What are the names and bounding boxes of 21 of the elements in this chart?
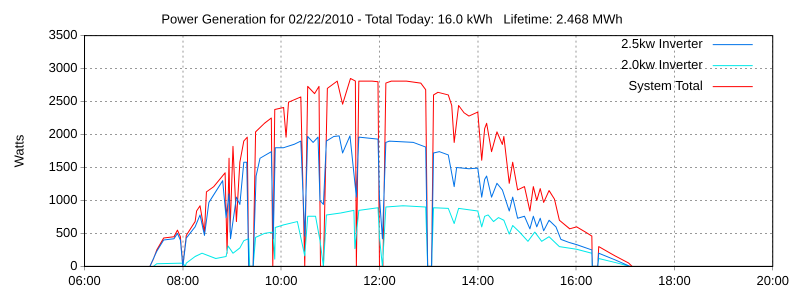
y-axis-title: Watts [11, 134, 26, 168]
x-tick-label: 18:00 [658, 272, 691, 288]
x-tick-label: 06:00 [68, 272, 101, 288]
y-tick-label: 3500 [48, 27, 78, 42]
x-tick-label: 16:00 [560, 272, 592, 288]
x-tick-label: 08:00 [166, 272, 200, 288]
chart-title: Power Generation for 02/22/2010 - Total Today: 16.0 kWh Lifetime: 2.468 MWh [161, 11, 623, 26]
y-tick-label: 500 [56, 225, 78, 240]
y-tick-label: 0 [70, 258, 78, 273]
legend-label: 2.0kw Inverter [621, 57, 704, 72]
y-tick-label: 3000 [48, 60, 78, 76]
x-tick-label: 20:00 [756, 272, 790, 288]
x-tick-label: 12:00 [363, 272, 396, 288]
x-tick-label: 14:00 [462, 272, 494, 288]
x-tick-label: 10:00 [264, 272, 298, 288]
legend-label: System Total [628, 78, 703, 94]
legend-label: 2.5kw Inverter [621, 36, 704, 52]
y-tick-label: 1500 [48, 159, 78, 174]
y-tick-label: 1000 [48, 192, 78, 208]
y-tick-label: 2500 [48, 93, 78, 108]
y-tick-label: 2000 [48, 126, 78, 142]
